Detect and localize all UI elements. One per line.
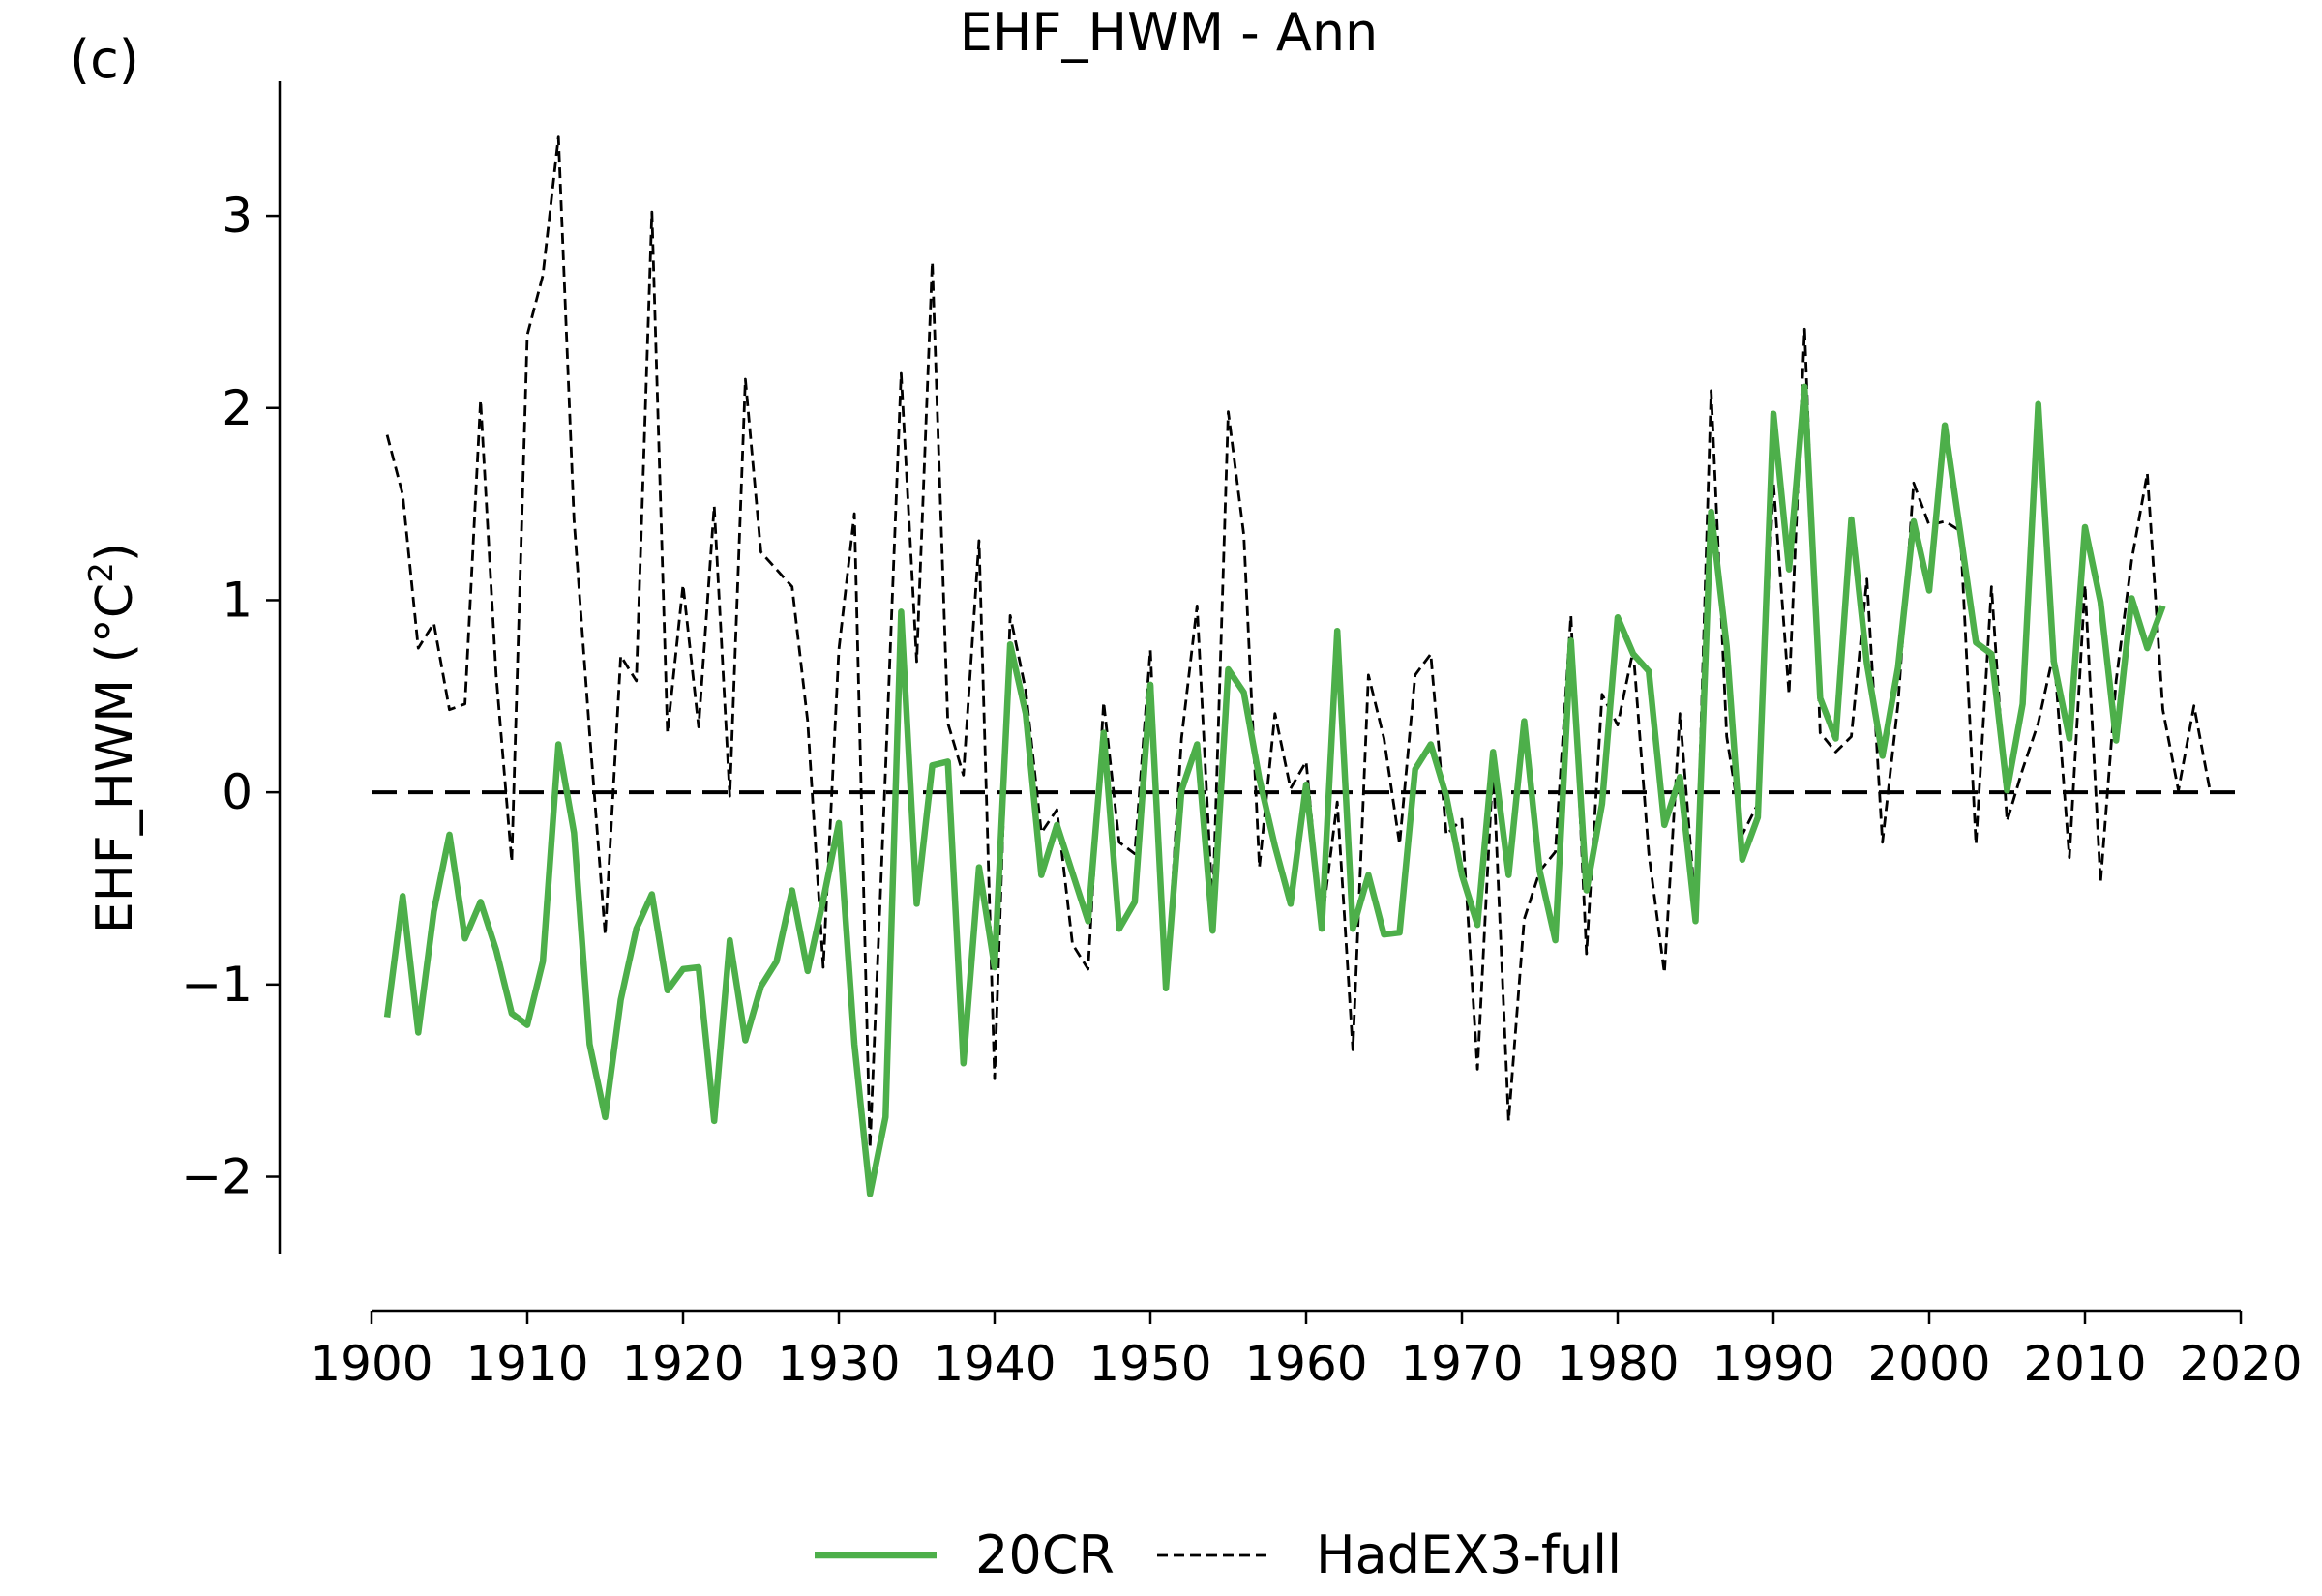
y-axis-label: EHF_HWM (°C2) bbox=[82, 543, 144, 933]
y-tick-label: 1 bbox=[222, 572, 253, 628]
y-axis-label-main: EHF_HWM ( bbox=[86, 643, 144, 933]
x-tick-label: 1920 bbox=[621, 1336, 744, 1392]
x-tick-label: 1940 bbox=[933, 1336, 1056, 1392]
x-tick-label: 1970 bbox=[1400, 1336, 1523, 1392]
series-line-20cr bbox=[383, 383, 2166, 1197]
legend-label-hadex3-full: HadEX3-full bbox=[1316, 1524, 1622, 1585]
x-tick-label: 2010 bbox=[2023, 1336, 2146, 1392]
x-tick-label: 1980 bbox=[1556, 1336, 1679, 1392]
x-tick-label: 1950 bbox=[1088, 1336, 1211, 1392]
x-tick-label: 2020 bbox=[2179, 1336, 2302, 1392]
x-tick-label: 1910 bbox=[465, 1336, 588, 1392]
series-layer bbox=[383, 135, 2212, 1197]
y-tick-label: −2 bbox=[181, 1149, 253, 1205]
y-axis-label-unit: °C bbox=[86, 583, 144, 643]
y-axis-label-superscript: 2 bbox=[82, 562, 121, 583]
y-tick-label: 2 bbox=[222, 380, 253, 436]
panel-label: (c) bbox=[70, 29, 139, 90]
x-tick-label: 1960 bbox=[1244, 1336, 1367, 1392]
x-tick-label: 2000 bbox=[1867, 1336, 1990, 1392]
y-axis-label-close: ) bbox=[86, 543, 144, 562]
svg-text:EHF_HWM (°C2): EHF_HWM (°C2) bbox=[82, 543, 144, 933]
legend-label-20cr: 20CR bbox=[975, 1524, 1115, 1585]
y-tick-label: −1 bbox=[181, 957, 253, 1013]
x-tick-label: 1990 bbox=[1712, 1336, 1834, 1392]
x-tick-label: 1930 bbox=[777, 1336, 900, 1392]
y-tick-label: 3 bbox=[222, 188, 253, 244]
series-line-hadex3-full bbox=[385, 135, 2212, 1150]
y-axis: −2 −1 0 1 2 3 bbox=[181, 81, 282, 1254]
y-tick-label: 0 bbox=[222, 764, 253, 820]
chart-title: EHF_HWM - Ann bbox=[960, 2, 1379, 63]
x-tick-label: 1900 bbox=[310, 1336, 432, 1392]
legend: 20CR HadEX3-full bbox=[815, 1524, 1622, 1585]
x-axis: 1900 1910 1920 1930 1940 1950 1960 1970 1980 1990… bbox=[310, 1309, 2303, 1392]
